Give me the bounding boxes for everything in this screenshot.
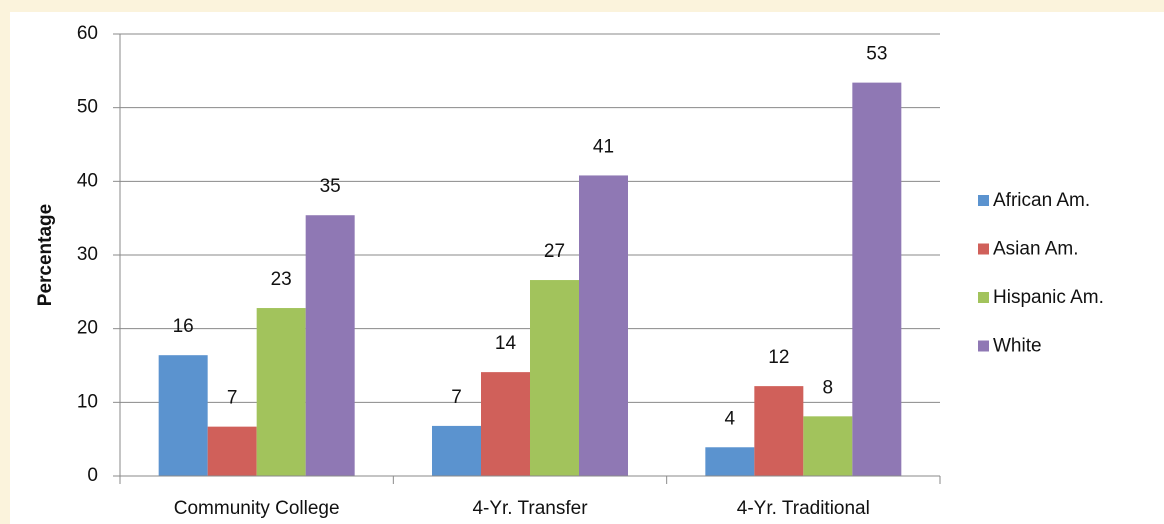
legend-label: African Am. [993,190,1090,211]
data-label: 53 [866,44,887,65]
bar [256,308,306,476]
bar [432,425,481,476]
data-label: 14 [495,333,517,354]
data-label: 41 [593,136,614,157]
legend-swatch [978,340,989,352]
y-axis-label: Percentage [35,204,56,306]
y-tick-label: 20 [77,318,98,339]
bar [158,355,208,476]
bar [207,426,257,476]
legend-swatch [978,292,989,303]
bar [481,372,530,476]
bar [305,215,355,476]
data-label: 16 [173,316,194,337]
data-label: 12 [768,347,789,368]
x-tick-label: Community College [174,498,340,519]
y-tick-label: 40 [77,170,98,191]
bar [754,386,804,476]
data-label: 35 [320,176,341,197]
y-tick-label: 10 [77,391,98,412]
data-label: 7 [451,387,462,408]
data-label: 8 [823,377,834,398]
y-tick-label: 0 [87,465,98,486]
y-tick-label: 50 [77,97,98,118]
data-label: 23 [271,269,292,290]
y-tick-label: 60 [77,23,98,44]
x-tick-label: 4-Yr. Traditional [737,498,870,519]
bar [705,447,755,476]
legend-label: Hispanic Am. [993,287,1104,308]
bar [530,280,579,476]
y-tick-label: 30 [77,244,98,265]
bar [579,175,628,476]
legend-label: Asian Am. [993,239,1079,260]
legend-label: White [993,336,1042,357]
data-label: 4 [725,408,736,429]
data-label: 27 [544,241,565,262]
x-tick-label: 4-Yr. Transfer [472,498,588,519]
bar [852,82,902,477]
legend-swatch [978,243,989,255]
data-label: 7 [227,388,238,409]
bar [803,416,853,476]
legend-swatch [978,195,989,206]
